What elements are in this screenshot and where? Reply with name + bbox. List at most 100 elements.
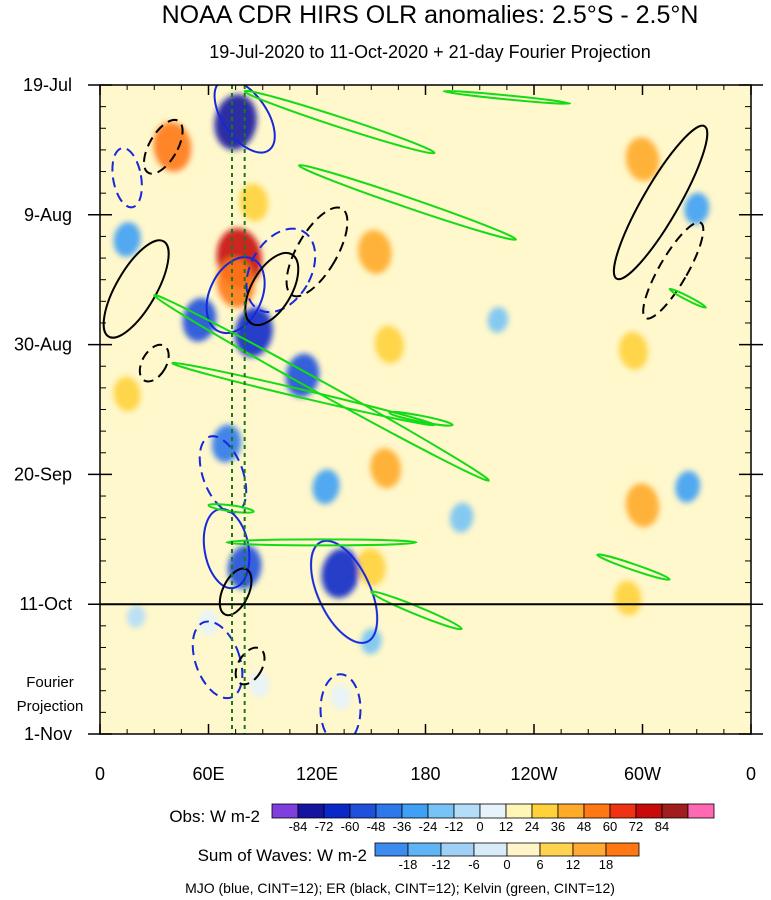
waves-colorbar-swatch-4	[506, 842, 541, 857]
obs-colorbar-swatch-16	[687, 803, 715, 819]
obs-colorbar-swatch-0	[271, 803, 299, 819]
mjo-contour-4	[310, 539, 379, 644]
obs-colorbar-level-13: 72	[629, 819, 643, 834]
anomaly-blob-9	[625, 483, 660, 528]
obs-colorbar-level-2: -60	[341, 819, 360, 834]
anomaly-blob-19	[321, 548, 360, 599]
mjo-contour-6	[245, 227, 317, 314]
obs-colorbar-swatch-14	[635, 803, 663, 819]
anomaly-blob-13	[214, 94, 257, 150]
obs-colorbar-level-6: -12	[445, 819, 464, 834]
anomaly-blob-24	[449, 502, 474, 533]
obs-colorbar-level-7: 0	[476, 819, 483, 834]
kelvin-contour-11	[442, 89, 572, 105]
er-contour-3	[218, 567, 253, 617]
y-tick-label-4: 11-Oct	[19, 594, 72, 614]
obs-colorbar-swatch-11	[557, 803, 585, 819]
waves-colorbar-swatch-0	[374, 842, 409, 857]
x-tick-label-6: 0	[746, 764, 756, 784]
er-contour-1	[102, 239, 170, 339]
anomaly-blob-3	[358, 229, 392, 274]
chart-title: NOAA CDR HIRS OLR anomalies: 2.5°S - 2.5…	[162, 1, 699, 29]
anomaly-blob-30	[127, 605, 146, 628]
anomaly-blob-29	[360, 628, 382, 655]
er-contour-9	[234, 646, 266, 686]
anomaly-blob-11	[239, 183, 269, 222]
waves-colorbar-swatch-6	[572, 842, 607, 857]
legend-footer: MJO (blue, CINT=12); ER (black, CINT=12)…	[185, 880, 615, 896]
anomaly-blob-12	[113, 376, 141, 412]
guide-lines	[100, 85, 751, 734]
waves-colorbar-swatch-7	[605, 842, 640, 857]
waves-colorbar-swatch-5	[539, 842, 574, 857]
wave-contours	[102, 85, 709, 734]
obs-colorbar-level-10: 36	[551, 819, 565, 834]
obs-colorbar-swatch-8	[479, 803, 507, 819]
mjo-contour-9	[319, 673, 362, 734]
obs-colorbar-swatch-7	[453, 803, 481, 819]
kelvin-contour-7	[596, 553, 671, 581]
waves-colorbar-swatch-1	[407, 842, 442, 857]
obs-colorbar-level-11: 48	[577, 819, 591, 834]
kelvin-contour-2	[297, 164, 517, 241]
obs-colorbar-swatch-10	[531, 803, 559, 819]
x-tick-label-4: 120W	[510, 764, 557, 784]
y-tick-label-1: 9-Aug	[24, 205, 72, 225]
y-tick-label-3: 20-Sep	[14, 464, 72, 484]
mjo-contour-1	[213, 85, 276, 154]
obs-colorbar-swatch-15	[661, 803, 689, 819]
obs-colorbar: -84 -72 -60 -48 -36 -24 -12 0 12 24 36 48 60 72 84	[271, 803, 715, 834]
er-contour-2	[244, 251, 300, 327]
er-contour-8	[138, 343, 170, 383]
anomaly-blob-26	[198, 610, 219, 636]
anomaly-blob-8	[618, 331, 649, 370]
obs-colorbar-label: Obs: W m-2	[169, 807, 260, 826]
anomaly-blob-27	[248, 671, 270, 698]
y-tick-label-2: 30-Aug	[14, 335, 72, 355]
chart-subtitle: 19-Jul-2020 to 11-Oct-2020 + 21-day Four…	[209, 42, 650, 62]
obs-colorbar-swatch-13	[609, 803, 637, 819]
obs-colorbar-level-4: -36	[393, 819, 412, 834]
obs-colorbar-swatch-1	[297, 803, 325, 819]
obs-colorbar-swatch-6	[427, 803, 455, 819]
waves-colorbar-swatch-2	[440, 842, 475, 857]
obs-colorbar-level-3: -48	[367, 819, 386, 834]
obs-colorbar-level-9: 24	[525, 819, 539, 834]
er-contour-7	[642, 221, 705, 320]
x-tick-label-1: 60E	[192, 764, 224, 784]
anomaly-blob-28	[330, 683, 351, 710]
anomaly-blob-4	[374, 325, 404, 364]
waves-colorbar-level-6: 18	[599, 857, 613, 872]
x-tick-label-3: 180	[410, 764, 440, 784]
waves-colorbar-level-4: 6	[536, 857, 543, 872]
obs-colorbar-level-1: -72	[315, 819, 334, 834]
obs-colorbar-level-8: 12	[499, 819, 513, 834]
obs-colorbar-swatch-4	[375, 803, 403, 819]
obs-colorbar-swatch-5	[401, 803, 429, 819]
kelvin-contour-6	[370, 590, 463, 631]
kelvin-contour-10	[668, 287, 707, 309]
anomaly-blob-5	[370, 448, 402, 489]
waves-colorbar-swatch-3	[473, 842, 508, 857]
er-contour-4	[612, 124, 709, 281]
kelvin-contour-1	[243, 89, 436, 155]
anomaly-blob-21	[113, 222, 141, 257]
anomaly-blob-25	[487, 306, 509, 333]
anomaly-blob-6	[356, 548, 386, 587]
axes: 0 60E 120E 180 120W 60W 0 19-Jul 9-Aug 30-Aug 20-S…	[14, 75, 763, 784]
obs-colorbar-level-5: -24	[419, 819, 438, 834]
obs-colorbar-swatch-9	[505, 803, 533, 819]
anomaly-blob-16	[285, 353, 320, 398]
mjo-contour-5	[111, 147, 143, 209]
anomaly-blob-23	[675, 470, 701, 503]
waves-colorbar-level-3: 0	[503, 857, 510, 872]
projection-label-line2: Projection	[17, 698, 84, 715]
anomaly-blob-20	[312, 469, 340, 505]
x-tick-label-5: 60W	[624, 764, 661, 784]
anomaly-blob-22	[684, 192, 710, 225]
x-tick-label-0: 0	[95, 764, 105, 784]
obs-colorbar-swatch-3	[349, 803, 377, 819]
waves-colorbar-level-1: -12	[432, 857, 451, 872]
waves-colorbar-level-5: 12	[566, 857, 580, 872]
waves-colorbar-label: Sum of Waves: W m-2	[198, 846, 367, 865]
